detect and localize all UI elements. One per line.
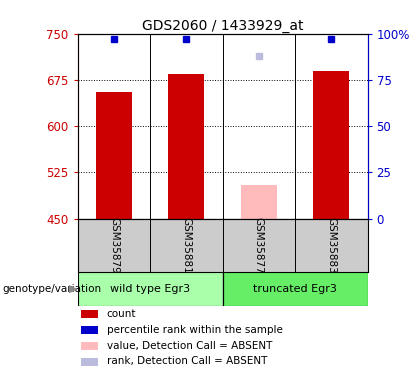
- Text: genotype/variation: genotype/variation: [2, 284, 101, 294]
- Bar: [81, 358, 98, 366]
- Text: wild type Egr3: wild type Egr3: [110, 284, 190, 294]
- Title: GDS2060 / 1433929_at: GDS2060 / 1433929_at: [142, 19, 303, 33]
- Text: GSM35881: GSM35881: [181, 217, 192, 273]
- Text: count: count: [107, 309, 136, 319]
- Bar: [81, 310, 98, 318]
- Bar: [168, 74, 205, 219]
- Text: GSM35883: GSM35883: [326, 217, 336, 273]
- Text: GSM35877: GSM35877: [254, 217, 264, 273]
- Text: value, Detection Call = ABSENT: value, Detection Call = ABSENT: [107, 340, 272, 351]
- Bar: [78, 272, 223, 306]
- Text: truncated Egr3: truncated Egr3: [253, 284, 337, 294]
- Bar: [81, 342, 98, 350]
- Text: rank, Detection Call = ABSENT: rank, Detection Call = ABSENT: [107, 357, 267, 366]
- Text: percentile rank within the sample: percentile rank within the sample: [107, 325, 283, 335]
- Bar: [313, 71, 349, 219]
- Bar: [96, 92, 132, 219]
- Bar: [81, 326, 98, 334]
- Text: GSM35879: GSM35879: [109, 217, 119, 273]
- Bar: [223, 272, 368, 306]
- Text: ▶: ▶: [69, 284, 78, 294]
- Bar: [241, 185, 277, 219]
